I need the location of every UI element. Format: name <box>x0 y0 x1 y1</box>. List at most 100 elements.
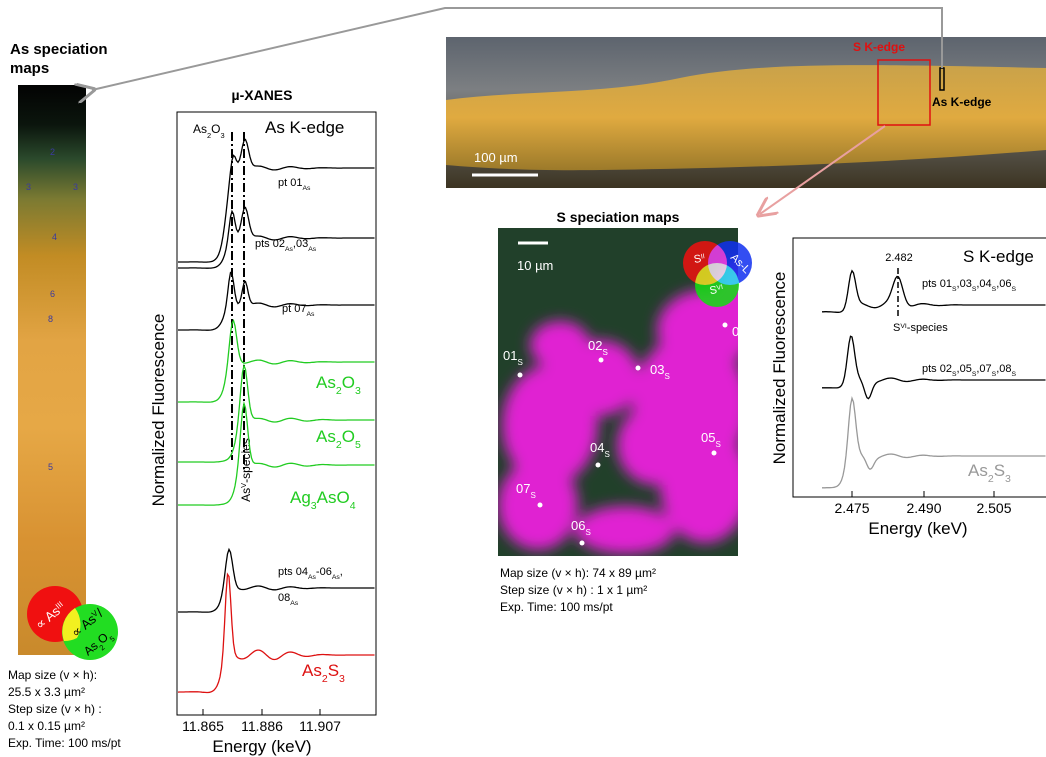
label-part: As <box>81 639 101 659</box>
curve-label: 08As <box>278 592 299 607</box>
label-part: pts 02 <box>255 238 285 250</box>
label-part: S <box>530 491 535 500</box>
point-label: 2 <box>50 147 55 157</box>
x-tick-label: 2.505 <box>976 500 1011 516</box>
map-point <box>579 540 585 546</box>
label-part: S <box>517 358 522 367</box>
label-part: As <box>285 246 294 253</box>
spectrum <box>178 138 375 263</box>
curve-label: pts 02As,03As <box>255 238 317 253</box>
ref-label: As2O3 <box>193 122 225 140</box>
label-part: As <box>316 427 336 446</box>
label-part: -species <box>239 438 253 483</box>
label-part: AsO <box>317 488 350 507</box>
label-part: S <box>992 371 997 378</box>
label-part: pts 01 <box>922 278 952 290</box>
point-label: 01S <box>503 348 523 367</box>
label-part: As <box>332 574 341 581</box>
label-part: S <box>893 322 900 334</box>
scale-label: 10 µm <box>517 258 553 273</box>
label-part: V <box>90 608 100 619</box>
edge-label: S K-edge <box>963 247 1034 266</box>
spectrum <box>178 547 375 613</box>
label-part: 2 <box>336 439 342 451</box>
curve-label: pt 07As <box>282 303 315 318</box>
species-label: AsV-species <box>239 438 254 502</box>
edge-label: S K-edge <box>853 40 905 54</box>
point-label: 08S <box>732 324 752 343</box>
map-point <box>711 450 717 456</box>
label-part: 01 <box>503 348 517 363</box>
label-part: 5 <box>355 439 361 451</box>
spectrum <box>178 318 375 403</box>
curve-label: As2S3 <box>302 661 345 685</box>
label-part: 07 <box>516 481 530 496</box>
s-xanes-frame <box>792 237 1046 498</box>
caption: 25.5 x 3.3 µm² <box>8 685 85 699</box>
point-label: 6 <box>50 289 55 299</box>
label-part: As <box>302 661 322 680</box>
point-label: 8 <box>48 314 53 324</box>
label-part: 08 <box>732 324 746 339</box>
label-part: V <box>239 483 248 488</box>
label-part: 03 <box>650 362 664 377</box>
spectrum <box>822 335 1046 400</box>
point-label: 03S <box>650 362 670 381</box>
label-part: S <box>604 450 609 459</box>
label-part: 3 <box>221 131 225 140</box>
label-part: S <box>709 284 718 297</box>
point-label: 3 <box>26 182 31 192</box>
label-part: VI <box>716 283 724 291</box>
species-label: SVI-species <box>893 322 948 334</box>
label-part: S <box>972 286 977 293</box>
caption: Step size (v × h) : 1 x 1 µm² <box>500 583 647 597</box>
x-axis-label: Energy (keV) <box>868 519 967 538</box>
label-part: S <box>992 286 997 293</box>
label-part: S <box>585 528 590 537</box>
label-part: S <box>746 334 751 343</box>
curve-label: pts 04As-06As, <box>278 566 343 581</box>
label-part: pt 07 <box>282 303 306 315</box>
label-part: As <box>290 600 299 607</box>
caption: Step size (v × h) : <box>8 702 102 716</box>
edge-label: As K-edge <box>932 95 992 109</box>
curve-label: pt 01As <box>278 177 311 192</box>
curve-label: pts 01S,03S,04S,06S <box>922 278 1017 293</box>
map-point <box>722 322 728 328</box>
x-tick-label: 11.886 <box>241 718 283 734</box>
as-map-image <box>18 85 86 655</box>
label-part: 08 <box>278 592 290 604</box>
label-part: 2 <box>988 473 994 485</box>
legend-label: SII <box>693 252 706 266</box>
label-part: , <box>340 566 343 578</box>
label-part: pts 02 <box>922 363 952 375</box>
label-part: ,08 <box>996 363 1011 375</box>
map-point <box>537 502 543 508</box>
label-part: S <box>328 661 339 680</box>
spectrum <box>822 269 1046 313</box>
point-label: 3 <box>73 182 78 192</box>
label-part: 05 <box>701 430 715 445</box>
map-point <box>598 357 604 363</box>
x-tick-label: 2.475 <box>834 500 869 516</box>
s-edge-box <box>877 59 931 126</box>
spectrum <box>178 271 375 331</box>
map-point <box>517 372 523 378</box>
label-part: S <box>664 372 669 381</box>
label-part: 5 <box>107 634 116 644</box>
map-point <box>595 462 601 468</box>
curve-label: As2O5 <box>316 427 361 451</box>
caption: Map size (v × h): <box>8 668 97 682</box>
curve-label: As2O3 <box>316 373 361 397</box>
label-part: 3 <box>1005 473 1011 485</box>
x-tick-label: 11.865 <box>182 718 224 734</box>
xanes-frame <box>176 111 377 716</box>
scale-label: 100 µm <box>474 150 518 165</box>
point-label: 07S <box>516 481 536 500</box>
label-part: As <box>193 122 207 136</box>
label-part: S <box>952 371 957 378</box>
label-part: ,05 <box>957 363 972 375</box>
point-label: 4 <box>52 232 57 242</box>
